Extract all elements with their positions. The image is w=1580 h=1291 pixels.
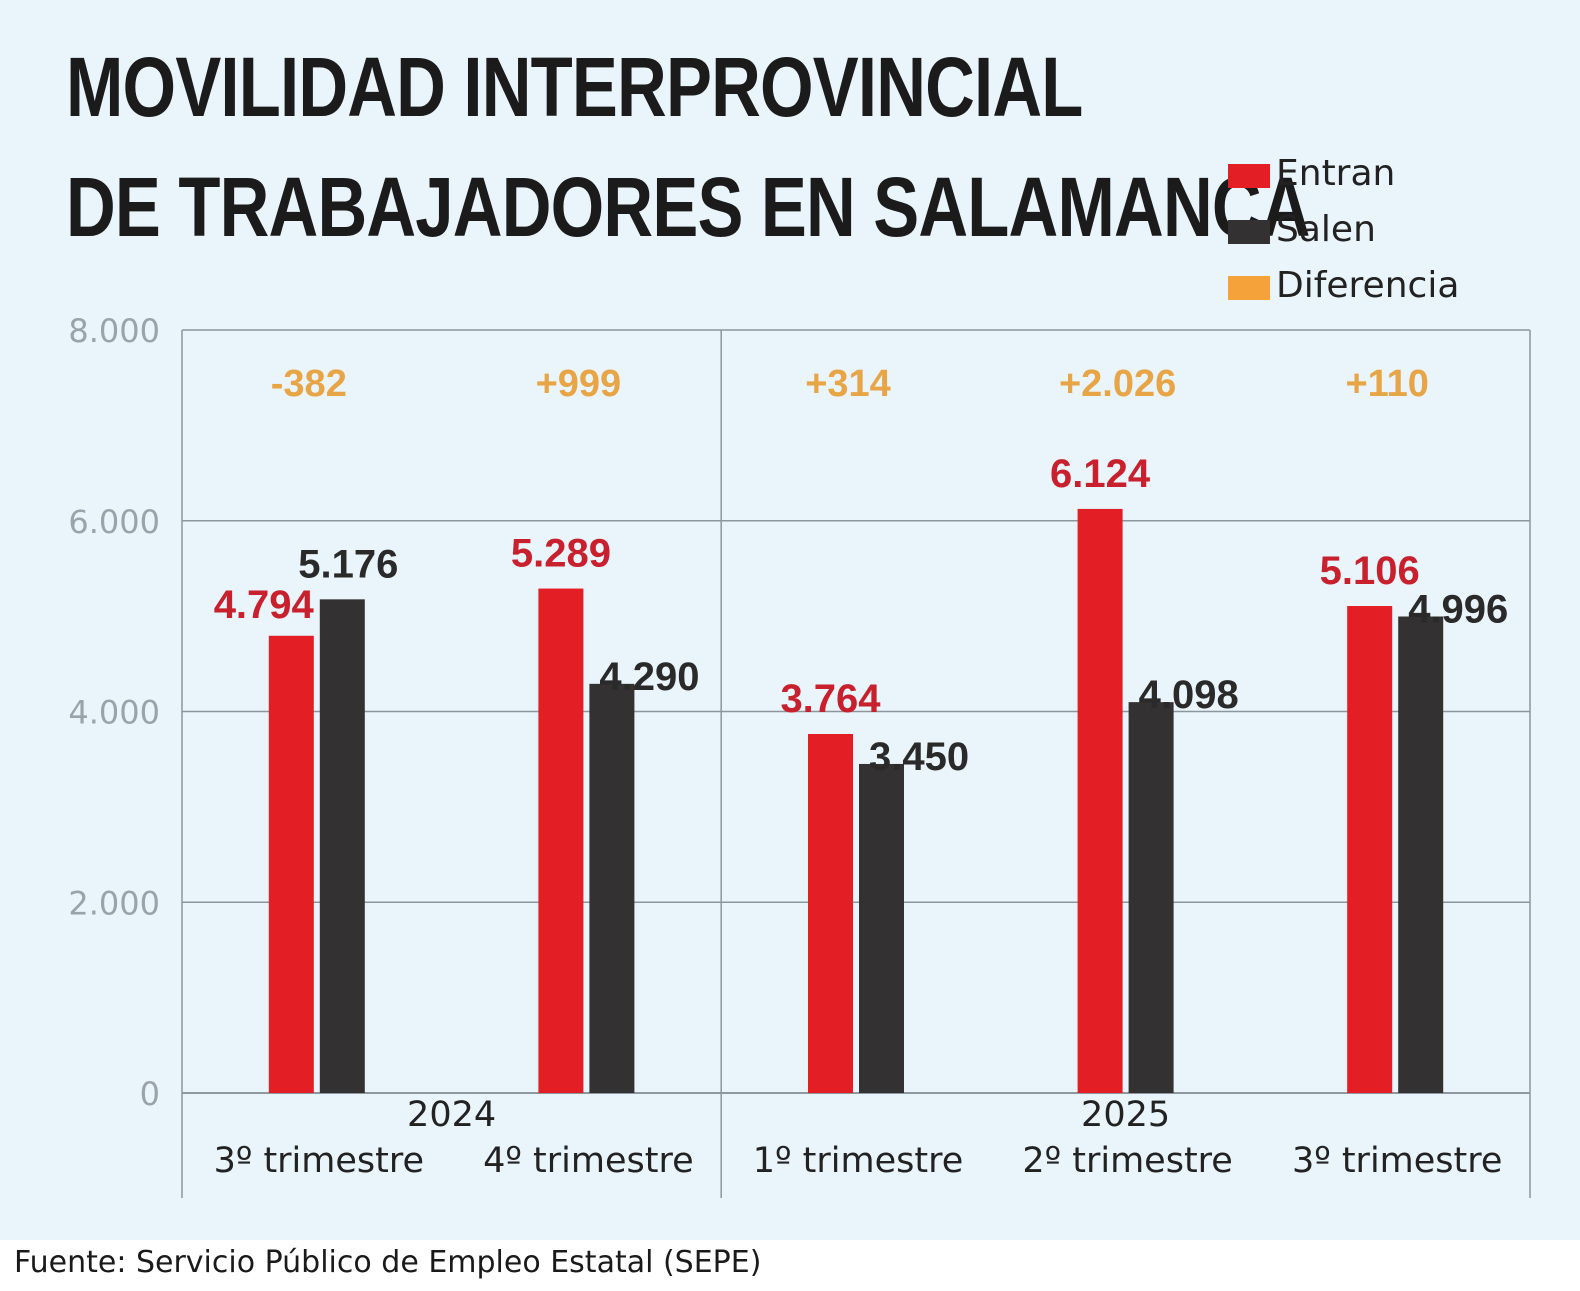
value-label-entran: 6.124 [1050,452,1151,496]
legend-swatch-diferencia [1228,276,1270,300]
x-tick-label: 1º trimestre [753,1141,963,1181]
bar-salen [1398,616,1444,1093]
value-label-entran: 4.794 [214,583,315,627]
source-note: Fuente: Servicio Público de Empleo Estat… [14,1245,762,1280]
difference-label: +999 [536,363,622,405]
value-label-salen: 3.450 [869,735,969,779]
bar-entran [1077,508,1123,1094]
bar-salen [319,599,365,1093]
difference-label: +2.026 [1059,363,1176,405]
difference-label: -382 [271,363,347,405]
value-label-salen: 5.176 [298,542,398,586]
legend-swatch-salen [1228,220,1270,244]
x-tick-label: 2º trimestre [1022,1141,1232,1181]
legend-label-salen: Salen [1276,209,1376,250]
bar-entran [808,734,853,1093]
year-group-label: 2024 [407,1095,496,1135]
legend-label-diferencia: Diferencia [1276,265,1460,306]
y-tick-label: 0 [140,1075,160,1113]
value-label-salen: 4.996 [1408,588,1508,632]
x-tick-label: 3º trimestre [214,1141,424,1181]
bar-entran [538,588,584,1093]
bar-entran [1347,606,1393,1093]
value-label-entran: 5.106 [1320,549,1420,593]
value-label-entran: 3.764 [780,677,881,721]
x-tick-label: 3º trimestre [1292,1141,1502,1181]
bar-salen [859,763,904,1093]
y-tick-label: 6.000 [68,503,160,541]
y-tick-label: 4.000 [68,694,160,732]
bar-entran [268,635,314,1093]
chart-figure: MOVILIDAD INTERPROVINCIAL DE TRABAJADORE… [0,0,1580,1240]
year-group-label: 2025 [1081,1095,1170,1135]
legend-swatch-entran [1228,164,1270,188]
value-label-salen: 4.098 [1139,673,1239,717]
legend-label-entran: Entran [1276,153,1396,194]
bar-salen [1128,702,1174,1093]
bar-salen [589,683,635,1093]
y-tick-label: 8.000 [68,312,160,350]
chart-title-line-1: MOVILIDAD INTERPROVINCIAL [66,40,1083,134]
value-label-entran: 5.289 [511,532,611,576]
difference-label: +110 [1345,363,1429,405]
value-label-salen: 4.290 [599,655,699,699]
x-tick-label: 4º trimestre [483,1141,693,1181]
y-tick-label: 2.000 [68,884,160,922]
difference-label: +314 [805,363,891,405]
chart-title-line-2: DE TRABAJADORES EN SALAMANCA [66,160,1311,254]
